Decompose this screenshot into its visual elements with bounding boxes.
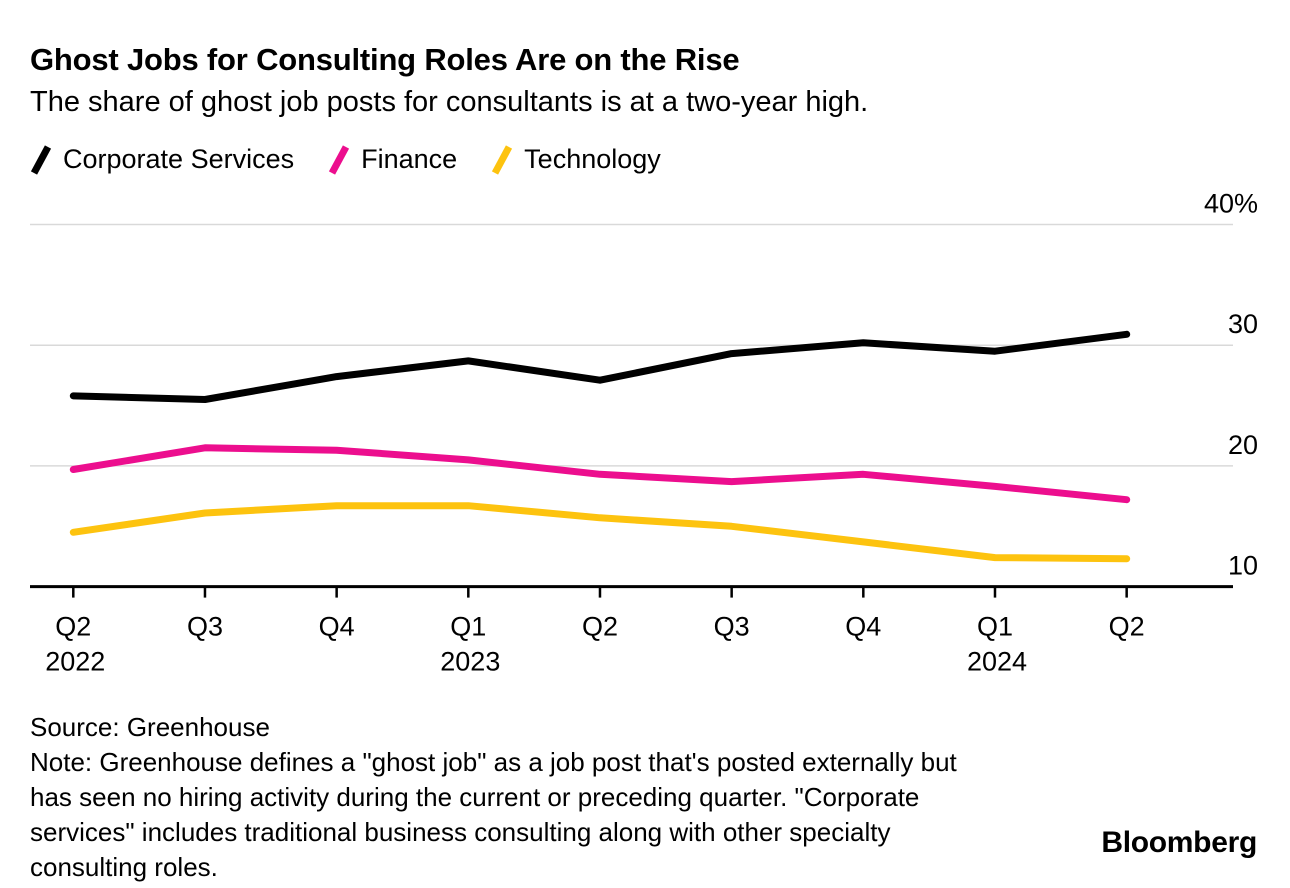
x-axis-quarter-label: Q3 [187, 612, 223, 642]
x-axis-year-label: 2024 [967, 647, 1027, 677]
series-line-corporate-services [69, 330, 1131, 403]
note-line: consulting roles. [30, 852, 218, 882]
series-line-finance [69, 444, 1131, 504]
legend-item-technology: Technology [491, 144, 661, 175]
series-line-technology [69, 502, 1131, 563]
x-axis-quarter-label: Q4 [845, 612, 881, 642]
legend-label: Finance [361, 144, 458, 174]
x-axis-quarter-label: Q4 [319, 612, 355, 642]
legend-label: Technology [524, 144, 661, 174]
legend-item-corporate-services: Corporate Services [30, 144, 294, 175]
y-axis-label: 40% [1204, 189, 1258, 219]
line-chart: 40% 30 20 10 Q2 Q3 Q4 Q1 Q2 Q3 Q4 Q1 Q2 2022 2023 2024 [30, 189, 1258, 677]
y-axis-label: 30 [1228, 309, 1258, 339]
page-subtitle: The share of ghost job posts for consult… [30, 86, 869, 118]
x-axis-year-label: 2023 [440, 647, 500, 677]
x-axis-quarter-label: Q2 [582, 612, 618, 642]
x-axis-quarter-label: Q2 [1109, 612, 1145, 642]
y-axis-label: 20 [1228, 430, 1258, 460]
x-axis-year-label: 2022 [45, 647, 105, 677]
page-title: Ghost Jobs for Consulting Roles Are on t… [30, 42, 740, 77]
x-axis-quarter-label: Q1 [977, 612, 1013, 642]
x-axis-quarter-label: Q2 [55, 612, 91, 642]
note-line: has seen no hiring activity during the c… [30, 782, 920, 812]
note-line: Note: Greenhouse defines a "ghost job" a… [30, 747, 957, 777]
legend-slash-icon [329, 144, 350, 175]
chart-area: 40% 30 20 10 Q2 Q3 Q4 Q1 Q2 Q3 Q4 Q1 Q2 2022 2023 2024 [0, 180, 1290, 700]
legend-item-finance: Finance [328, 144, 457, 175]
source-note: Source: Greenhouse Note: Greenhouse defi… [30, 710, 957, 885]
x-axis-quarter-label: Q1 [450, 612, 486, 642]
y-axis-label: 10 [1228, 551, 1258, 581]
bloomberg-logo: Bloomberg [1101, 826, 1257, 859]
chart-legend: Corporate Services Finance Technology [30, 144, 661, 175]
legend-slash-icon [492, 144, 513, 175]
x-axis-quarter-label: Q3 [714, 612, 750, 642]
legend-slash-icon [30, 144, 52, 175]
legend-label: Corporate Services [63, 144, 295, 174]
note-line: services" includes traditional business … [30, 817, 891, 847]
source-line: Source: Greenhouse [30, 712, 270, 742]
